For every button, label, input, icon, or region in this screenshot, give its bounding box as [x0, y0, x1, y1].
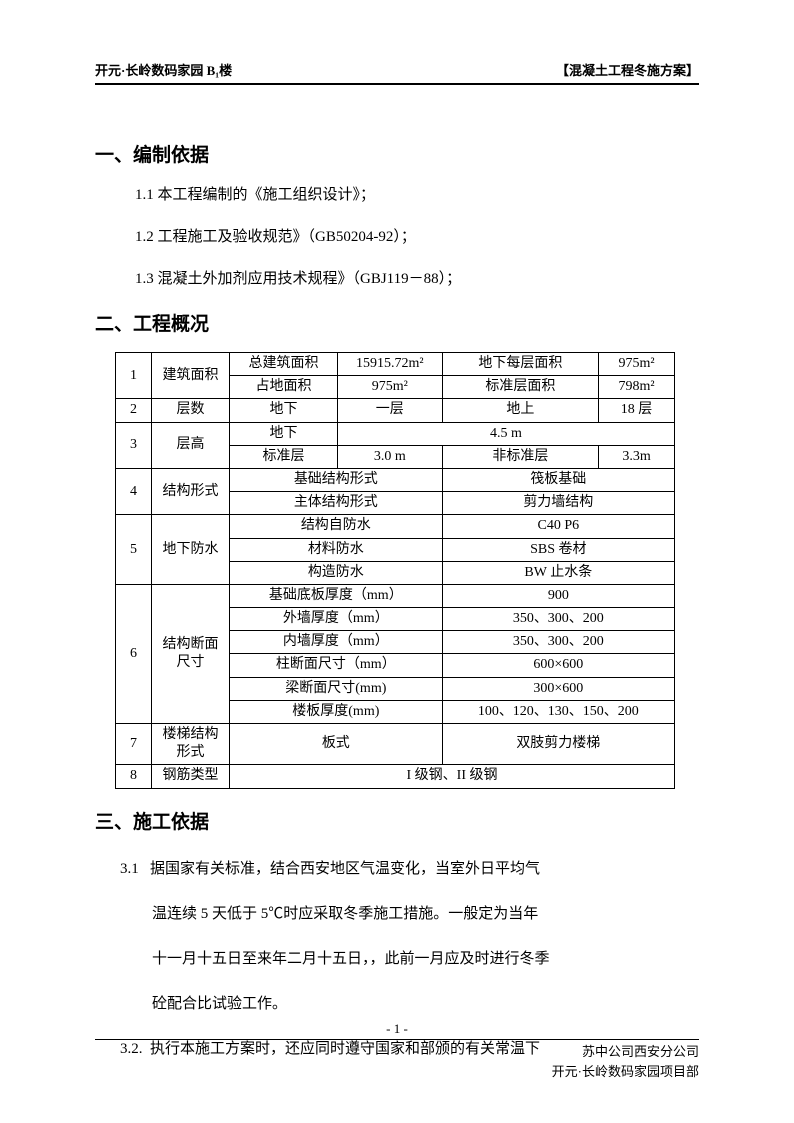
item-1-2: 1.2 工程施工及验收规范》（GB50204-92）； [135, 225, 699, 249]
cell: 1 [116, 353, 152, 399]
section-3-title: 三、施工依据 [95, 807, 699, 834]
cell: 标准层面积 [442, 376, 598, 399]
cell: 地下 [230, 399, 338, 422]
cell: 4 [116, 468, 152, 514]
cell: 975m² [337, 376, 442, 399]
cell: 总建筑面积 [230, 353, 338, 376]
table-row: 1 建筑面积 总建筑面积 15915.72m² 地下每层面积 975m² [116, 353, 675, 376]
cell: 18 层 [599, 399, 675, 422]
cell: SBS 卷材 [442, 538, 674, 561]
cell: 7 [116, 724, 152, 765]
footer-line1: 苏中公司西安分公司 [95, 1042, 699, 1062]
item-text: 据国家有关标准，结合西安地区气温变化，当室外日平均气 [150, 861, 540, 877]
cell: 楼板厚度(mm) [230, 700, 443, 723]
cell: 构造防水 [230, 561, 443, 584]
cell: 8 [116, 765, 152, 788]
cell: 标准层 [230, 445, 338, 468]
cell: 基础底板厚度（mm） [230, 584, 443, 607]
table-row: 8 钢筋类型 I 级钢、II 级钢 [116, 765, 675, 788]
item-3-1-cont: 砼配合比试验工作。 [152, 985, 699, 1024]
cell: 350、300、200 [442, 608, 674, 631]
table-row: 7 楼梯结构形式 板式 双肢剪力楼梯 [116, 724, 675, 765]
page-number: - 1 - [95, 1021, 699, 1040]
item-3-1-cont: 十一月十五日至来年二月十五日，，此前一月应及时进行冬季 [152, 940, 699, 979]
cell: 350、300、200 [442, 631, 674, 654]
table-row: 4 结构形式 基础结构形式 筏板基础 [116, 468, 675, 491]
page-footer: - 1 - 苏中公司西安分公司 开元·长岭数码家园项目部 [95, 1021, 699, 1081]
cell: 双肢剪力楼梯 [442, 724, 674, 765]
cell: 层高 [152, 422, 230, 468]
cell: 2 [116, 399, 152, 422]
cell: 内墙厚度（mm） [230, 631, 443, 654]
cell: 剪力墙结构 [442, 492, 674, 515]
page-header: 开元·长岭数码家园 B₁楼 【混凝土工程冬施方案】 [95, 60, 699, 85]
cell: 筏板基础 [442, 468, 674, 491]
cell: 钢筋类型 [152, 765, 230, 788]
cell: 结构断面尺寸 [152, 584, 230, 723]
cell: 地下防水 [152, 515, 230, 585]
cell: 占地面积 [230, 376, 338, 399]
cell: 798m² [599, 376, 675, 399]
cell: 基础结构形式 [230, 468, 443, 491]
item-3-1-cont: 温连续 5 天低于 5℃时应采取冬季施工措施。一般定为当年 [152, 895, 699, 934]
cell: 柱断面尺寸（mm） [230, 654, 443, 677]
cell: 材料防水 [230, 538, 443, 561]
table-row: 3 层高 地下 4.5 m [116, 422, 675, 445]
cell: BW 止水条 [442, 561, 674, 584]
cell: 300×600 [442, 677, 674, 700]
footer-org: 苏中公司西安分公司 开元·长岭数码家园项目部 [95, 1042, 699, 1081]
item-1-3: 1.3 混凝土外加剂应用技术规程》（GBJ119－88）； [135, 267, 699, 291]
table-row: 6 结构断面尺寸 基础底板厚度（mm） 900 [116, 584, 675, 607]
item-3-1: 3.1据国家有关标准，结合西安地区气温变化，当室外日平均气 [120, 850, 699, 889]
cell: 板式 [230, 724, 443, 765]
cell: 15915.72m² [337, 353, 442, 376]
cell: 主体结构形式 [230, 492, 443, 515]
section-2-title: 二、工程概况 [95, 309, 699, 336]
section-1-title: 一、编制依据 [95, 140, 699, 167]
table-row: 2 层数 地下 一层 地上 18 层 [116, 399, 675, 422]
cell: 梁断面尺寸(mm) [230, 677, 443, 700]
cell: 外墙厚度（mm） [230, 608, 443, 631]
cell: 100、120、130、150、200 [442, 700, 674, 723]
table-row: 5 地下防水 结构自防水 C40 P6 [116, 515, 675, 538]
item-1-1: 1.1 本工程编制的《施工组织设计》； [135, 183, 699, 207]
cell: 楼梯结构形式 [152, 724, 230, 765]
cell: 非标准层 [442, 445, 598, 468]
cell: 3.3m [599, 445, 675, 468]
cell: 建筑面积 [152, 353, 230, 399]
cell: 4.5 m [337, 422, 674, 445]
cell: 3 [116, 422, 152, 468]
cell: I 级钢、II 级钢 [230, 765, 675, 788]
cell: 975m² [599, 353, 675, 376]
cell: 5 [116, 515, 152, 585]
item-num: 3.1 [120, 850, 150, 889]
header-right: 【混凝土工程冬施方案】 [556, 60, 699, 79]
cell: 600×600 [442, 654, 674, 677]
cell: 地上 [442, 399, 598, 422]
cell: 地下 [230, 422, 338, 445]
footer-line2: 开元·长岭数码家园项目部 [95, 1062, 699, 1082]
header-left: 开元·长岭数码家园 B₁楼 [95, 60, 232, 79]
cell: C40 P6 [442, 515, 674, 538]
cell: 一层 [337, 399, 442, 422]
cell: 地下每层面积 [442, 353, 598, 376]
cell: 900 [442, 584, 674, 607]
project-table: 1 建筑面积 总建筑面积 15915.72m² 地下每层面积 975m² 占地面… [115, 352, 675, 789]
cell: 结构形式 [152, 468, 230, 514]
cell: 结构自防水 [230, 515, 443, 538]
cell: 6 [116, 584, 152, 723]
cell: 层数 [152, 399, 230, 422]
cell: 3.0 m [337, 445, 442, 468]
